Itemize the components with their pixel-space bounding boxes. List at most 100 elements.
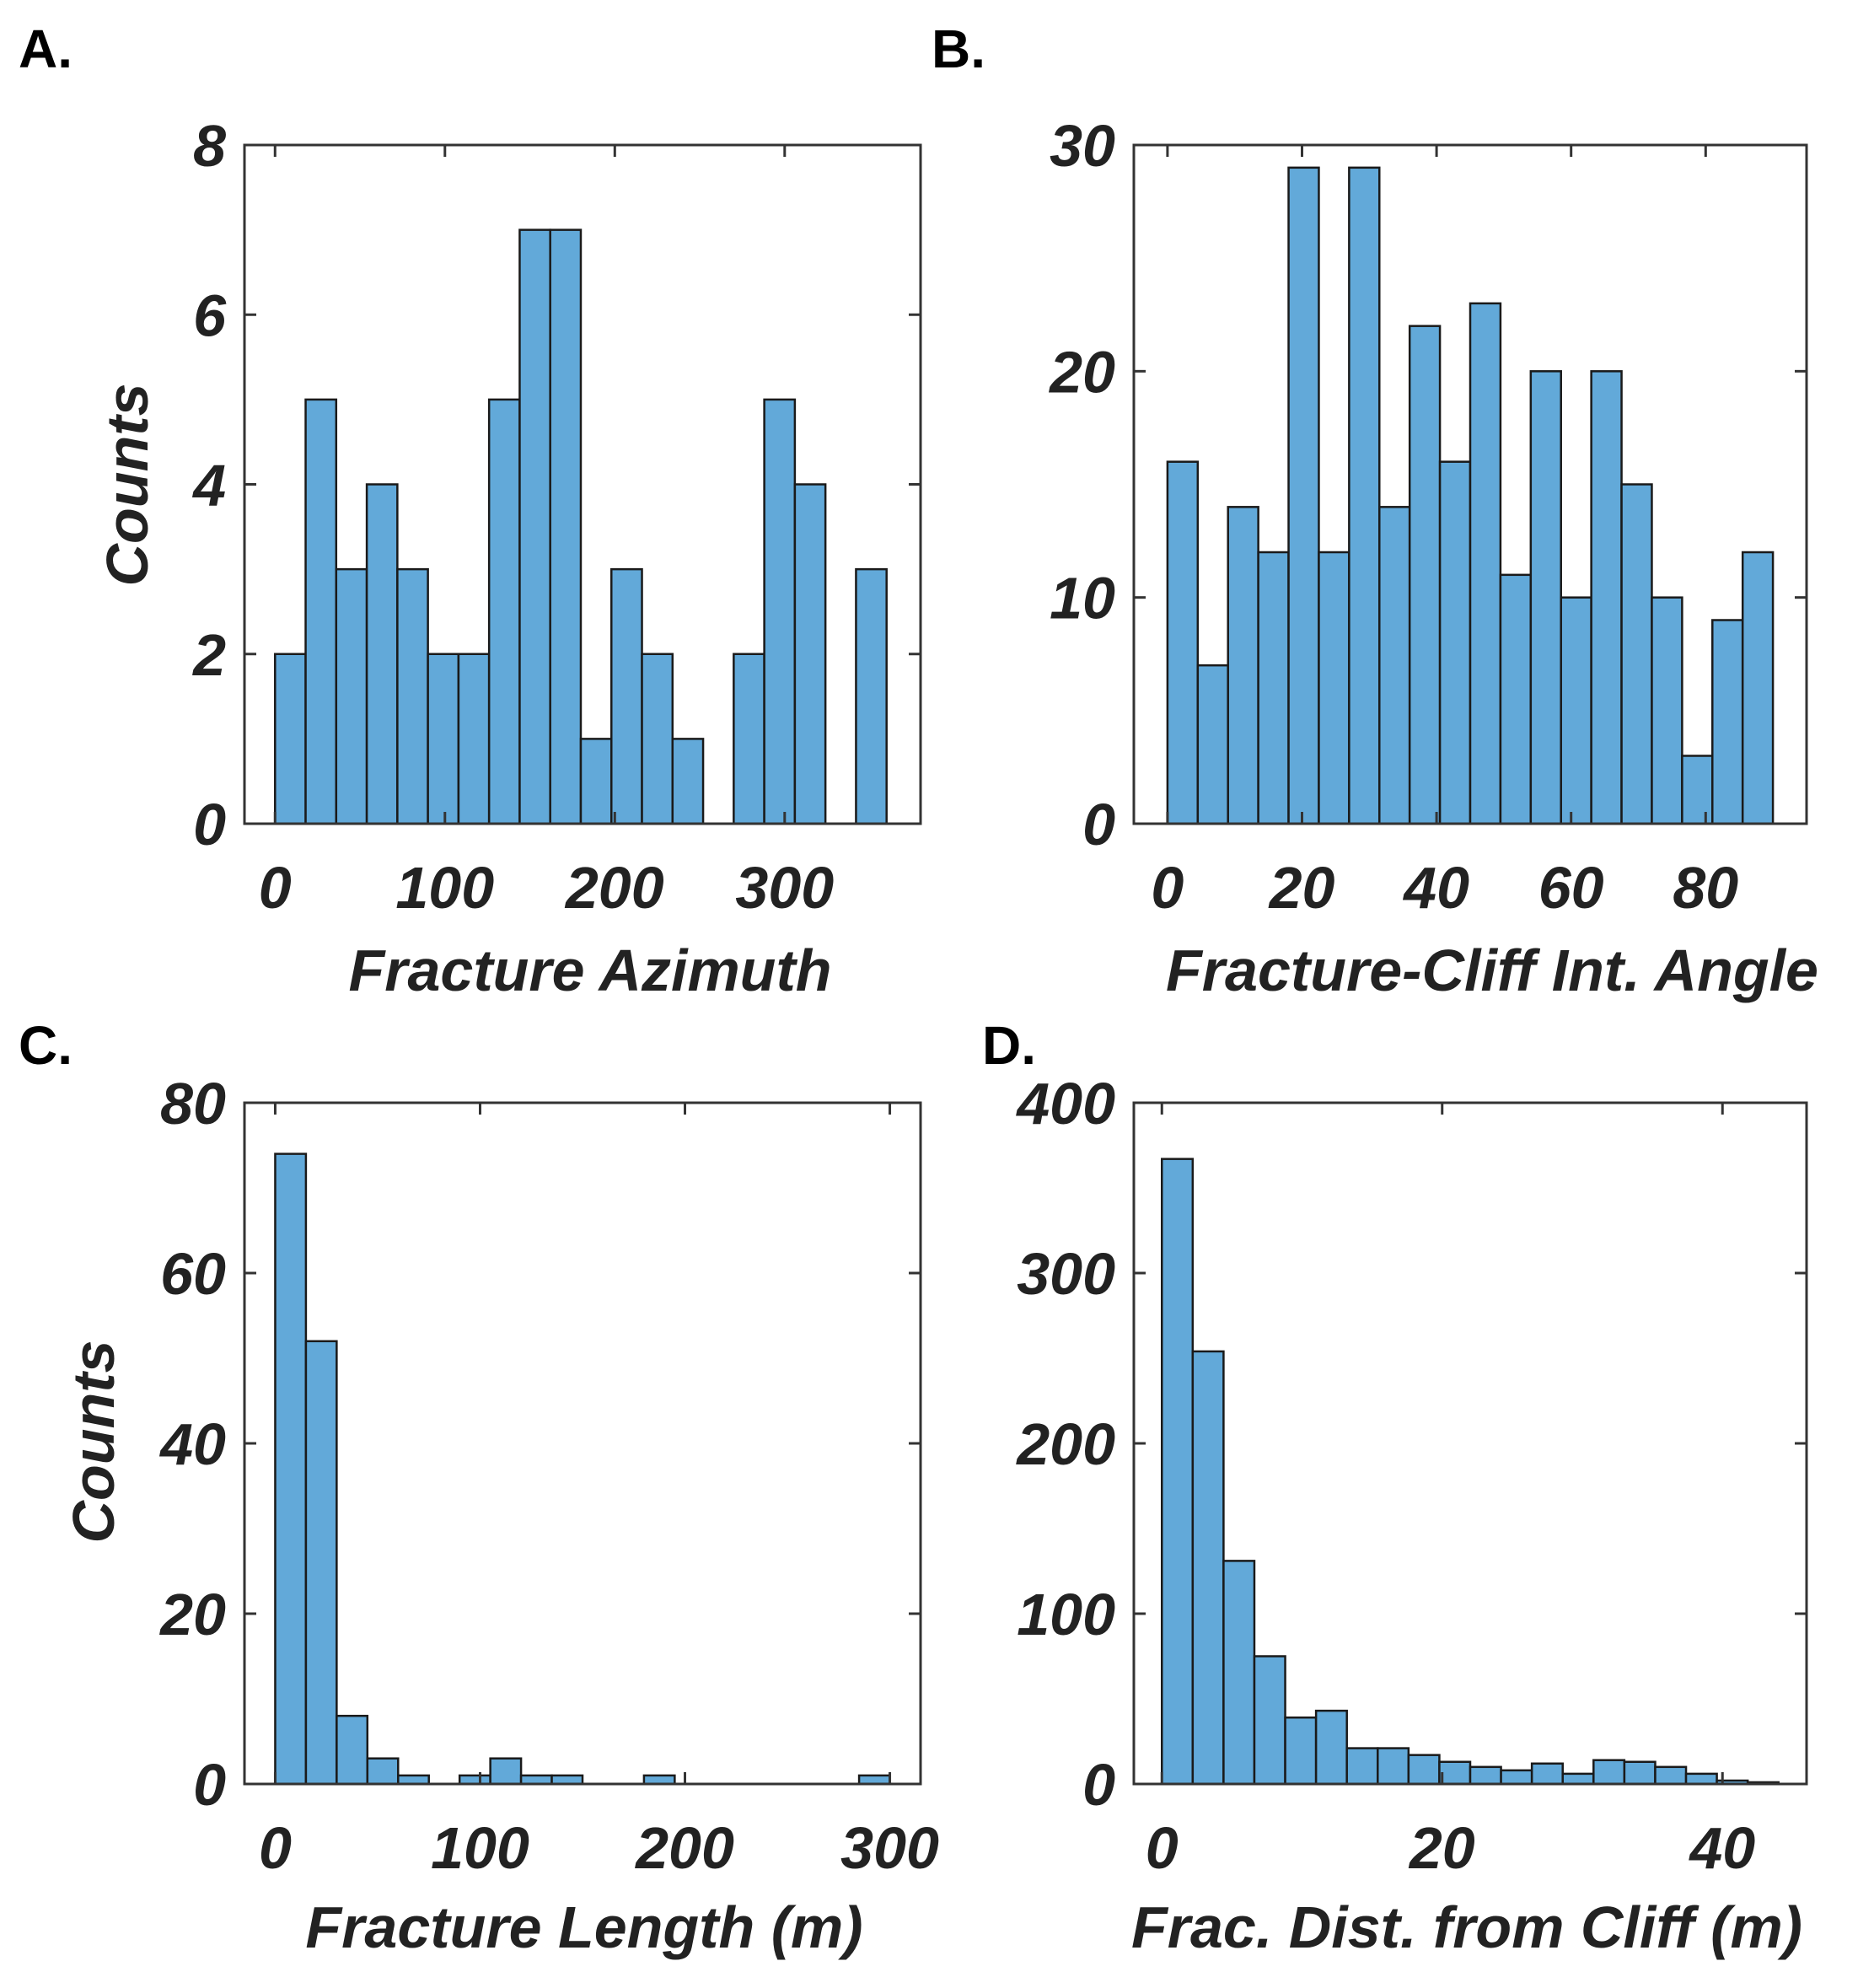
panel-b-label: B. bbox=[932, 19, 985, 79]
panel-c-bar-6 bbox=[458, 1774, 491, 1786]
panel-d-x-axis-label: Frac. Dist. from Cliff (m) bbox=[1131, 1894, 1802, 1960]
panel-b-x-axis-label: Fracture-Cliff Int. Angle bbox=[1166, 938, 1818, 1003]
panel-b-bar-17 bbox=[1681, 755, 1714, 825]
panel-c-axes-frame bbox=[243, 1101, 922, 1786]
panel-b-y-tick-label-3: 30 bbox=[1050, 113, 1115, 179]
panel-c-y-tick-label-1: 20 bbox=[158, 1582, 226, 1647]
panel-a-bar-19 bbox=[855, 567, 888, 825]
panel-d-bar-3 bbox=[1253, 1655, 1286, 1786]
panel-c-y-tick-label-0: 0 bbox=[193, 1752, 226, 1818]
panel-c-x-ticks: 0 100 200 300 bbox=[259, 1103, 939, 1881]
panel-c-label: C. bbox=[19, 1015, 72, 1076]
panel-c-y-tick-label-3: 60 bbox=[160, 1241, 226, 1307]
panel-b-x-tick-label-2: 40 bbox=[1402, 855, 1469, 921]
panel-a-bar-10 bbox=[579, 738, 613, 825]
panel-b-bar-2 bbox=[1227, 506, 1259, 825]
panel-b-bar-1 bbox=[1196, 664, 1229, 825]
panel-a-bar-17 bbox=[793, 483, 827, 825]
panel-a-bar-12 bbox=[641, 653, 674, 825]
panel-d-bar-5 bbox=[1314, 1709, 1348, 1786]
panel-b-bar-3 bbox=[1257, 551, 1290, 825]
panel-a-bar-8 bbox=[518, 228, 551, 825]
panel-b-y-tick-label-1: 10 bbox=[1050, 566, 1115, 631]
panel-b-bar-16 bbox=[1651, 596, 1683, 825]
panel-d-bar-8 bbox=[1407, 1754, 1441, 1786]
panel-c-bar-4 bbox=[397, 1774, 430, 1786]
panel-c-bar-9 bbox=[550, 1774, 584, 1786]
panel-a-y-tick-label-1: 2 bbox=[191, 622, 226, 688]
panel-a-bars bbox=[274, 228, 888, 825]
panel-d-bar-2 bbox=[1222, 1560, 1256, 1786]
panel-c-y-axis-label: Counts bbox=[61, 1340, 126, 1543]
panel-a-bar-13 bbox=[671, 738, 705, 825]
panel-c-x-tick-label-1: 100 bbox=[431, 1815, 529, 1881]
panel-b-x-tick-label-1: 20 bbox=[1268, 855, 1335, 921]
panel-a-bar-0 bbox=[274, 653, 307, 825]
panel-b-axes-frame bbox=[1132, 143, 1808, 825]
panel-d-label: D. bbox=[982, 1015, 1036, 1076]
panel-b-y-ticks: 0 10 20 30 bbox=[1048, 113, 1807, 857]
panel-c-y-tick-label-2: 40 bbox=[158, 1411, 226, 1477]
panel-c: C. 0 20 40 60 80 0 100 200 300 Fracture Length … bbox=[19, 1015, 939, 1960]
panel-a-y-tick-label-3: 6 bbox=[193, 282, 227, 348]
panel-d-y-ticks: 0 100 200 300 400 bbox=[1015, 1071, 1807, 1818]
panel-d-bar-7 bbox=[1377, 1747, 1410, 1786]
panel-a-x-ticks: 0 100 200 300 bbox=[259, 145, 834, 921]
panel-b: B. 0 10 20 30 0 20 40 60 80 Fracture-Cliff Int.… bbox=[932, 19, 1818, 1003]
panel-d-bar-13 bbox=[1561, 1772, 1595, 1786]
panel-b-x-ticks: 0 20 40 60 80 bbox=[1151, 145, 1738, 921]
panel-b-bars bbox=[1166, 166, 1775, 825]
panel-d-bar-12 bbox=[1530, 1762, 1564, 1786]
panel-b-bar-6 bbox=[1348, 166, 1381, 825]
panel-a-bar-1 bbox=[304, 398, 338, 825]
panel-b-bar-4 bbox=[1287, 166, 1320, 825]
panel-d-y-tick-label-2: 200 bbox=[1015, 1411, 1115, 1477]
panel-d-bars bbox=[1161, 1158, 1780, 1786]
panel-b-y-tick-label-2: 20 bbox=[1048, 339, 1115, 405]
panel-c-bar-19 bbox=[857, 1774, 891, 1786]
panel-d-y-tick-label-3: 300 bbox=[1017, 1241, 1115, 1307]
panel-c-x-tick-label-3: 300 bbox=[840, 1815, 939, 1881]
panel-c-bar-1 bbox=[304, 1340, 338, 1786]
panel-a-bar-3 bbox=[365, 483, 399, 825]
panel-d-bar-15 bbox=[1623, 1760, 1657, 1786]
panel-b-bar-14 bbox=[1590, 370, 1623, 825]
panel-a-y-tick-label-0: 0 bbox=[193, 792, 226, 857]
panel-d-x-ticks: 0 20 40 bbox=[1146, 1103, 1755, 1881]
panel-a-y-ticks: 0 2 4 6 8 bbox=[191, 113, 921, 857]
panel-d-x-tick-label-0: 0 bbox=[1146, 1815, 1179, 1881]
panel-a-x-tick-label-0: 0 bbox=[259, 855, 292, 921]
panel-d-x-tick-label-2: 40 bbox=[1688, 1815, 1755, 1881]
panel-a-bar-15 bbox=[733, 653, 765, 825]
panel-d-bar-16 bbox=[1654, 1765, 1688, 1786]
panel-c-x-tick-label-2: 200 bbox=[634, 1815, 734, 1881]
panel-b-bar-10 bbox=[1469, 302, 1502, 825]
panel-d-bar-11 bbox=[1500, 1769, 1533, 1786]
panel-c-bar-7 bbox=[489, 1757, 523, 1786]
panel-d-y-tick-label-1: 100 bbox=[1017, 1582, 1115, 1647]
panel-b-bar-8 bbox=[1408, 325, 1442, 825]
panel-c-bars bbox=[274, 1153, 891, 1786]
panel-a-bar-7 bbox=[487, 398, 521, 825]
panel-c-bar-12 bbox=[642, 1774, 676, 1786]
panel-d-bar-10 bbox=[1469, 1765, 1502, 1786]
panel-d-bar-14 bbox=[1592, 1759, 1626, 1786]
panel-a-y-tick-label-2: 4 bbox=[191, 453, 226, 518]
panel-c-y-tick-label-4: 80 bbox=[160, 1071, 226, 1136]
panel-b-bar-11 bbox=[1499, 573, 1533, 825]
panel-a-x-tick-label-3: 300 bbox=[735, 855, 834, 921]
panel-a-x-tick-label-2: 200 bbox=[564, 855, 664, 921]
panel-c-bar-2 bbox=[336, 1714, 369, 1786]
panel-b-bar-0 bbox=[1166, 460, 1200, 825]
panel-b-x-tick-label-3: 60 bbox=[1538, 855, 1604, 921]
panel-a-bar-11 bbox=[610, 567, 643, 825]
panel-a-bar-2 bbox=[335, 567, 368, 825]
panel-c-x-axis-label: Fracture Length (m) bbox=[305, 1894, 862, 1960]
panel-d-bar-9 bbox=[1438, 1760, 1472, 1786]
panel-d-bar-17 bbox=[1684, 1772, 1718, 1786]
panel-a-bar-6 bbox=[457, 653, 491, 825]
panel-a: A. 0 2 4 6 8 0 100 200 300 Fracture Azimuth Cou… bbox=[19, 19, 922, 1003]
panel-a-bar-16 bbox=[763, 398, 797, 825]
panel-a-y-tick-label-4: 8 bbox=[193, 113, 226, 179]
panel-d: D. 0 100 200 300 400 0 20 40 Frac. Dist. from … bbox=[982, 1015, 1808, 1960]
